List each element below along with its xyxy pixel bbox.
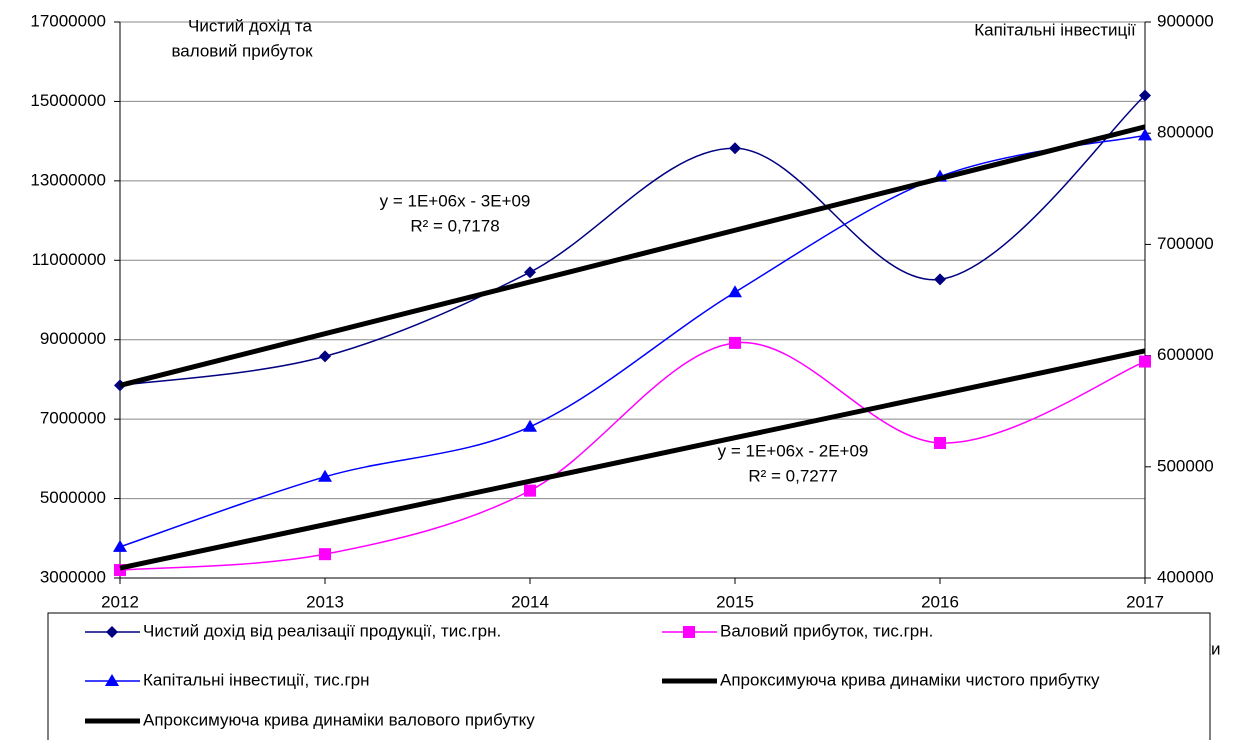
series-line bbox=[119, 94, 1146, 387]
trend-line bbox=[119, 124, 1146, 388]
legend-box bbox=[47, 612, 1211, 740]
y2-tick-label: 600000 bbox=[1157, 345, 1214, 364]
data-point bbox=[728, 285, 742, 298]
legend-marker bbox=[106, 626, 118, 638]
x-tick-label: 2012 bbox=[101, 592, 139, 611]
y-axis-title: валовий прибуток bbox=[171, 41, 313, 60]
data-point bbox=[113, 539, 127, 552]
x-tick-label: 2015 bbox=[716, 592, 754, 611]
x-tick-label: 2014 bbox=[511, 592, 549, 611]
legend-label: Капітальні інвестиції, тис.грн bbox=[143, 670, 370, 689]
y2-tick-label: 700000 bbox=[1157, 234, 1214, 253]
x-tick-label: 2016 bbox=[921, 592, 959, 611]
y-tick-label: 13000000 bbox=[30, 170, 106, 189]
legend-label: Чистий дохід від реалізації продукції, т… bbox=[143, 621, 501, 640]
data-point bbox=[729, 336, 741, 349]
data-point bbox=[1138, 128, 1152, 141]
y2-axis-title: Капітальні інвестиції bbox=[974, 20, 1136, 39]
y2-tick-label: 800000 bbox=[1157, 123, 1214, 142]
y-tick-label: 11000000 bbox=[32, 250, 106, 269]
y-axis-title: Чистий дохід та bbox=[188, 16, 313, 35]
legend-marker bbox=[683, 626, 695, 638]
data-point bbox=[1139, 89, 1151, 102]
data-point bbox=[729, 142, 741, 155]
data-point bbox=[319, 548, 331, 561]
trend-equation: y = 1E+06x - 2E+09 bbox=[718, 441, 869, 460]
legend-label: Апроксимуюча крива динаміки чистого приб… bbox=[720, 670, 1100, 689]
data-point bbox=[319, 350, 331, 363]
legend-label: Апроксимуюча крива динаміки валового при… bbox=[143, 710, 535, 729]
y-tick-label: 15000000 bbox=[30, 91, 106, 110]
data-point bbox=[524, 484, 536, 497]
trend-equation: R² = 0,7178 bbox=[410, 216, 499, 235]
y-tick-label: 17000000 bbox=[30, 11, 106, 30]
y-tick-label: 9000000 bbox=[40, 329, 106, 348]
trend-equation: y = 1E+06x - 3E+09 bbox=[380, 191, 531, 210]
data-point bbox=[934, 436, 946, 449]
y-tick-label: 5000000 bbox=[40, 488, 106, 507]
data-point bbox=[934, 273, 946, 286]
x-tick-label: 2013 bbox=[306, 592, 344, 611]
y2-tick-label: 400000 bbox=[1157, 567, 1214, 586]
series-line bbox=[119, 134, 1146, 548]
x-tick-label: 2017 bbox=[1126, 592, 1164, 611]
data-point bbox=[318, 469, 332, 482]
trend-line bbox=[119, 348, 1146, 571]
y-tick-label: 3000000 bbox=[40, 567, 106, 586]
data-point bbox=[1139, 355, 1151, 368]
series-line bbox=[119, 341, 1146, 571]
data-point bbox=[523, 419, 537, 432]
data-point bbox=[524, 266, 536, 279]
legend-marker bbox=[105, 674, 119, 686]
legend-label: Валовий прибуток, тис.грн. bbox=[720, 621, 933, 640]
y-tick-label: 7000000 bbox=[40, 409, 106, 428]
trend-equation: R² = 0,7277 bbox=[748, 466, 837, 485]
y2-tick-label: 500000 bbox=[1157, 456, 1214, 475]
y2-tick-label: 900000 bbox=[1157, 11, 1214, 30]
